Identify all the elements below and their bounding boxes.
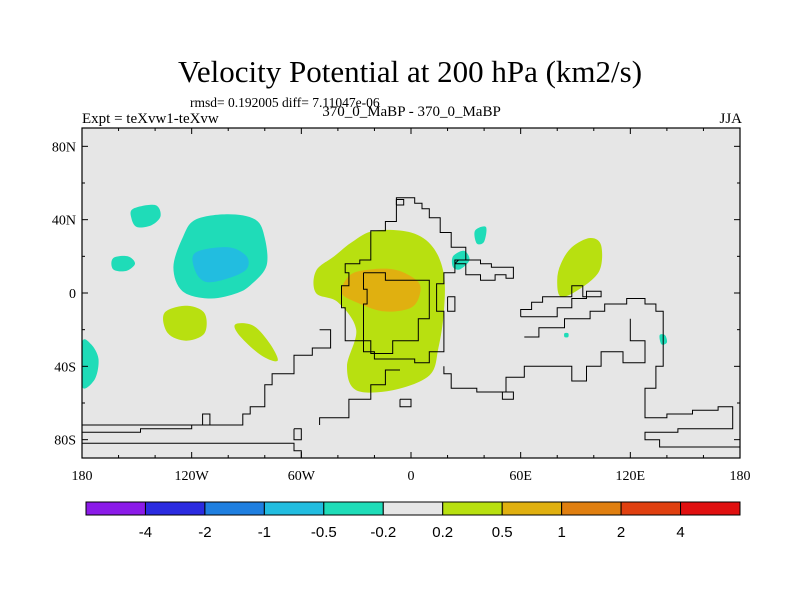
colorbar-swatch <box>442 501 503 516</box>
y-tick-label: 40S <box>54 360 76 375</box>
y-tick-label: 80S <box>54 434 76 449</box>
colorbar-level-label: 2 <box>617 524 625 541</box>
anomaly-indian-ocean-positive <box>557 237 603 297</box>
anomaly-south-pacific-negative <box>82 339 99 389</box>
experiment-label: Expt = teXvw1-teXvw <box>82 111 219 127</box>
colorbar-swatch <box>85 501 146 516</box>
y-tick-label: 80N <box>52 140 76 155</box>
colorbar-level-label: 0.5 <box>492 524 513 541</box>
colorbar-swatch <box>501 501 563 516</box>
x-tick-label: 120E <box>616 469 646 484</box>
colorbar-level-label: 1 <box>557 524 565 541</box>
coastline-europe-africa-outline <box>341 197 467 364</box>
anomaly-africa-atlantic-positive <box>313 229 445 393</box>
season-label: JJA <box>719 111 742 127</box>
colorbar-swatch <box>680 501 741 516</box>
anomaly-west-pacific-negative <box>111 255 136 272</box>
anomaly-europe-negative-small <box>474 226 487 245</box>
colorbar-swatch <box>144 501 206 516</box>
coastline-arabia-outline <box>454 259 514 281</box>
anomaly-indian-ocean-negative-dot <box>564 332 569 338</box>
colorbar-level-label: 0.2 <box>432 524 453 541</box>
x-tick-label: 60E <box>509 469 532 484</box>
anomaly-east-pacific-positive <box>163 305 207 341</box>
colorbar-swatch <box>263 501 325 516</box>
coastline-africa-interior-outline <box>363 272 430 354</box>
colorbar-swatch <box>561 501 622 516</box>
coastline-indochina-outline <box>520 285 602 318</box>
anomaly-africa-atlantic-core <box>341 268 421 312</box>
colorbar-swatch <box>620 501 682 516</box>
anomaly-south-america-positive <box>234 323 278 362</box>
coastline-iceland <box>395 199 405 206</box>
coastline-south-america-east-outline <box>82 329 332 426</box>
x-tick-label: 0 <box>408 469 415 484</box>
colorbar-swatch <box>204 501 265 516</box>
colorbar-level-label: -2 <box>198 524 211 541</box>
anomaly-central-pacific-core <box>192 247 249 283</box>
coastline-antarctic-east <box>319 369 400 425</box>
x-tick-label: 60W <box>288 469 316 484</box>
y-tick-label: 40N <box>52 214 76 229</box>
y-tick-label: 0 <box>69 287 76 302</box>
anomaly-north-pacific-negative <box>130 204 161 228</box>
colorbar-level-label: -0.2 <box>370 524 396 541</box>
coastline-antarctic-peninsula <box>293 428 302 441</box>
colorbar-level-label: -0.5 <box>311 524 337 541</box>
colorbar-level-label: -1 <box>258 524 271 541</box>
colorbar-level-label: -4 <box>139 524 152 541</box>
coastline-south-georgia <box>399 398 412 408</box>
case-label: 370_0_MaBP - 370_0_MaBP <box>322 104 501 120</box>
coastline-madagascar <box>447 296 456 312</box>
coastline-south-asia-outline <box>524 298 740 448</box>
coastline-antarctic-outline <box>82 424 243 433</box>
x-tick-label: 180 <box>72 469 93 484</box>
colorbar-swatch <box>323 501 384 516</box>
coastline-australia-outline <box>443 318 646 393</box>
coastline-southern-ocean-island <box>501 391 514 400</box>
colorbar-level-label: 4 <box>676 524 684 541</box>
x-tick-label: 180 <box>730 469 751 484</box>
x-tick-label: 120W <box>175 469 210 484</box>
colorbar-swatch <box>382 501 444 516</box>
rmsd-diff-label: rmsd= 0.192005 diff= 7.11047e-06 <box>190 95 380 110</box>
chart-title: Velocity Potential at 200 hPa (km2/s) <box>177 54 643 89</box>
